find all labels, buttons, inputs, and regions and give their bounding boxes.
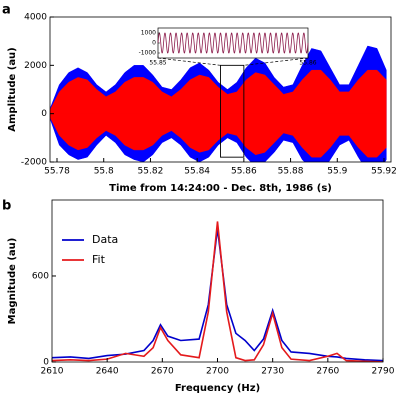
x-tick-label: 55.82	[138, 167, 164, 177]
signal-envelope	[50, 113, 387, 158]
x-tick-label: 55.78	[44, 167, 70, 177]
y-tick-label: 4000	[24, 13, 47, 23]
inset-y-tick-label: 0	[152, 40, 156, 47]
y-tick-label: 0	[43, 358, 49, 368]
y-tick-label: 600	[32, 271, 49, 281]
x-axis-label: Frequency (Hz)	[175, 383, 260, 394]
signal-envelope	[50, 69, 387, 114]
zoom-box	[220, 64, 245, 158]
y-axis-label: Amplitude (au)	[7, 47, 18, 132]
plot-area	[52, 221, 383, 362]
x-tick-label: 55.86	[231, 167, 257, 177]
spectrum-line	[52, 228, 383, 362]
x-tick-label: 2700	[206, 367, 229, 377]
spectrum-line	[52, 221, 383, 362]
y-tick-label: -2000	[21, 158, 47, 168]
legend-label: Fit	[92, 253, 106, 266]
zoom-connector	[157, 57, 221, 66]
x-axis-label: Time from 14:24:00 - Dec. 8th, 1986 (s)	[109, 183, 332, 194]
x-tick-label: 2730	[261, 367, 284, 377]
legend-label: Data	[92, 233, 118, 246]
x-tick-label: 55.88	[278, 167, 304, 177]
inset-wave	[157, 32, 309, 54]
y-tick-label: 0	[41, 109, 47, 119]
inset-x-tick-label: 55.86	[299, 60, 316, 67]
panel-letter: a	[2, 3, 11, 18]
inset-x-tick-label: 55.85	[149, 60, 166, 67]
x-tick-label: 2760	[316, 367, 339, 377]
x-tick-label: 2790	[372, 367, 395, 377]
plot-area	[50, 45, 387, 162]
y-axis-label: Magnitude (au)	[7, 238, 18, 325]
axes-frame	[49, 16, 392, 163]
zoom-connector	[243, 57, 309, 66]
x-tick-label: 2640	[96, 367, 119, 377]
panel-letter: b	[2, 199, 11, 214]
x-tick-label: 2610	[41, 367, 64, 377]
x-tick-label: 55.84	[184, 167, 210, 177]
x-tick-label: 55.9	[327, 167, 347, 177]
x-tick-label: 2670	[151, 367, 174, 377]
y-tick-label: 2000	[24, 61, 47, 71]
x-tick-label: 55.92	[371, 167, 397, 177]
x-tick-label: 55.8	[94, 167, 114, 177]
inset-y-tick-label: 1000	[141, 30, 156, 37]
inset-y-tick-label: -1000	[139, 50, 157, 57]
